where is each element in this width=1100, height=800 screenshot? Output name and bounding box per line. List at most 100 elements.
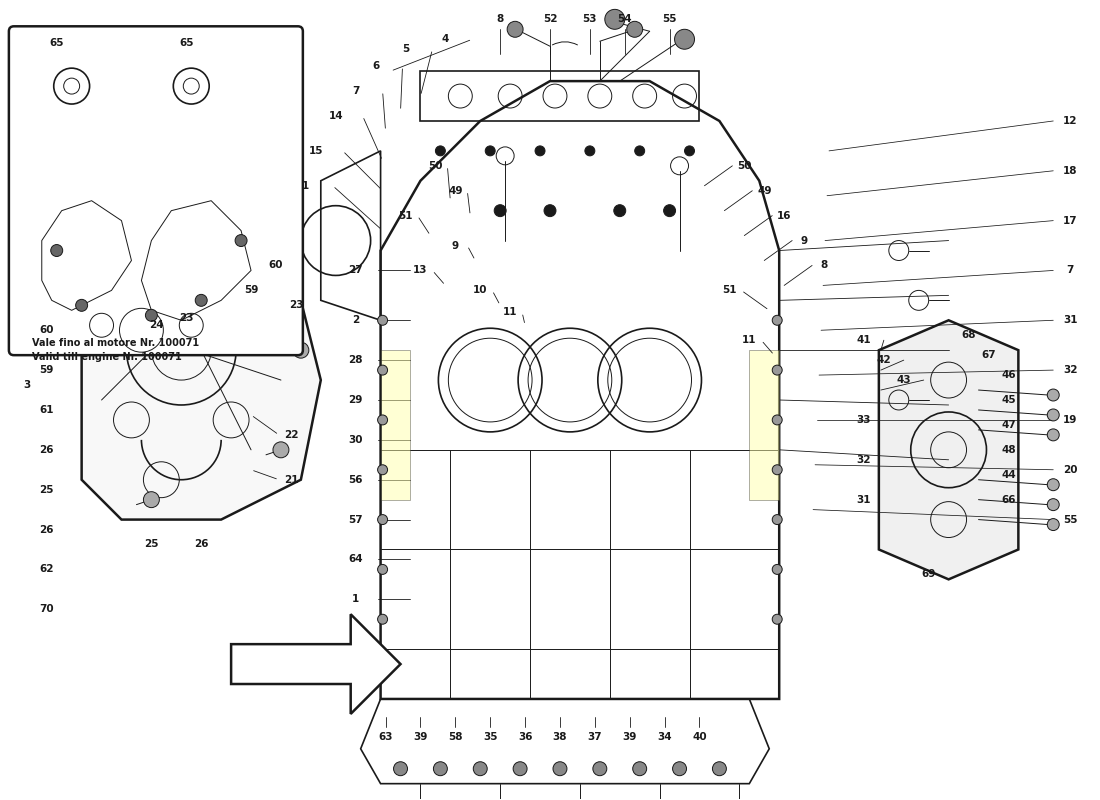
Circle shape	[377, 565, 387, 574]
Text: 60: 60	[268, 261, 283, 270]
Text: 1: 1	[352, 594, 360, 604]
Text: 59: 59	[40, 365, 54, 375]
Polygon shape	[381, 350, 410, 500]
Text: 33: 33	[857, 415, 871, 425]
Circle shape	[593, 762, 607, 776]
Text: 36: 36	[518, 732, 532, 742]
Text: 66: 66	[1001, 494, 1015, 505]
Text: 14: 14	[329, 111, 343, 121]
Text: 63: 63	[378, 732, 393, 742]
Text: 9: 9	[452, 241, 459, 250]
Text: 43: 43	[896, 375, 911, 385]
Circle shape	[535, 146, 544, 156]
Text: 42: 42	[877, 355, 891, 365]
Text: 7: 7	[352, 86, 360, 96]
Circle shape	[1047, 389, 1059, 401]
Text: 58: 58	[448, 732, 463, 742]
Text: 25: 25	[40, 485, 54, 494]
Circle shape	[772, 315, 782, 326]
Text: 15: 15	[309, 146, 323, 156]
Circle shape	[473, 762, 487, 776]
Text: 7: 7	[1067, 266, 1074, 275]
Text: 37: 37	[587, 732, 602, 742]
Circle shape	[51, 245, 63, 257]
Circle shape	[1047, 409, 1059, 421]
Text: 13: 13	[414, 266, 428, 275]
Circle shape	[377, 415, 387, 425]
Text: 31: 31	[857, 494, 871, 505]
Text: 26: 26	[40, 445, 54, 455]
Circle shape	[663, 205, 675, 217]
Text: 54: 54	[617, 14, 632, 24]
Circle shape	[772, 565, 782, 574]
Circle shape	[632, 762, 647, 776]
Circle shape	[614, 205, 626, 217]
Text: 56: 56	[349, 474, 363, 485]
Circle shape	[433, 762, 448, 776]
Text: 31: 31	[1063, 315, 1077, 326]
Text: 47: 47	[1001, 420, 1015, 430]
Text: 17: 17	[1063, 216, 1078, 226]
Circle shape	[635, 146, 645, 156]
Text: 28: 28	[349, 355, 363, 365]
Circle shape	[684, 146, 694, 156]
Text: 67: 67	[981, 350, 996, 360]
Text: Vale fino al motore Nr. 100071: Vale fino al motore Nr. 100071	[32, 338, 199, 348]
Text: 4: 4	[442, 34, 449, 44]
Text: 1: 1	[302, 181, 309, 190]
Text: 68: 68	[961, 330, 976, 340]
Circle shape	[507, 22, 524, 38]
Text: 38: 38	[552, 732, 568, 742]
Text: 3: 3	[23, 380, 31, 390]
Text: 8: 8	[496, 14, 504, 24]
Text: 32: 32	[1063, 365, 1077, 375]
Circle shape	[145, 310, 157, 322]
Text: 55: 55	[1063, 514, 1077, 525]
Text: 26: 26	[40, 525, 54, 534]
Circle shape	[377, 365, 387, 375]
Circle shape	[273, 442, 289, 458]
Text: 57: 57	[349, 514, 363, 525]
Text: 52: 52	[542, 14, 558, 24]
Circle shape	[1047, 429, 1059, 441]
Circle shape	[195, 294, 207, 306]
Circle shape	[377, 514, 387, 525]
Text: 34: 34	[658, 732, 672, 742]
Text: 6: 6	[372, 61, 379, 71]
Text: Valid till engine Nr. 100071: Valid till engine Nr. 100071	[32, 352, 182, 362]
Text: 11: 11	[742, 335, 757, 346]
Text: 30: 30	[349, 435, 363, 445]
Circle shape	[585, 146, 595, 156]
Text: 2: 2	[352, 315, 360, 326]
Text: 32: 32	[857, 454, 871, 465]
Circle shape	[672, 762, 686, 776]
Text: 11: 11	[503, 307, 517, 318]
Text: 10: 10	[473, 286, 487, 295]
Circle shape	[94, 292, 110, 308]
Circle shape	[713, 762, 726, 776]
Text: 27: 27	[349, 266, 363, 275]
Text: 48: 48	[1001, 445, 1015, 455]
Circle shape	[293, 342, 309, 358]
Text: 35: 35	[483, 732, 497, 742]
Circle shape	[772, 614, 782, 624]
Text: 70: 70	[40, 604, 54, 614]
Text: 41: 41	[857, 335, 871, 346]
Circle shape	[772, 415, 782, 425]
Text: 62: 62	[40, 565, 54, 574]
Text: 51: 51	[398, 210, 412, 221]
Text: 61: 61	[40, 405, 54, 415]
Text: 21: 21	[284, 474, 298, 485]
FancyBboxPatch shape	[9, 26, 302, 355]
Circle shape	[485, 146, 495, 156]
Text: 49: 49	[448, 186, 463, 196]
Text: 8: 8	[821, 261, 827, 270]
Text: 50: 50	[428, 161, 442, 171]
Circle shape	[377, 315, 387, 326]
Text: 55: 55	[662, 14, 676, 24]
Circle shape	[513, 762, 527, 776]
Text: 12: 12	[1063, 116, 1077, 126]
Polygon shape	[231, 614, 400, 714]
Text: 60: 60	[40, 326, 54, 335]
Circle shape	[627, 22, 642, 38]
